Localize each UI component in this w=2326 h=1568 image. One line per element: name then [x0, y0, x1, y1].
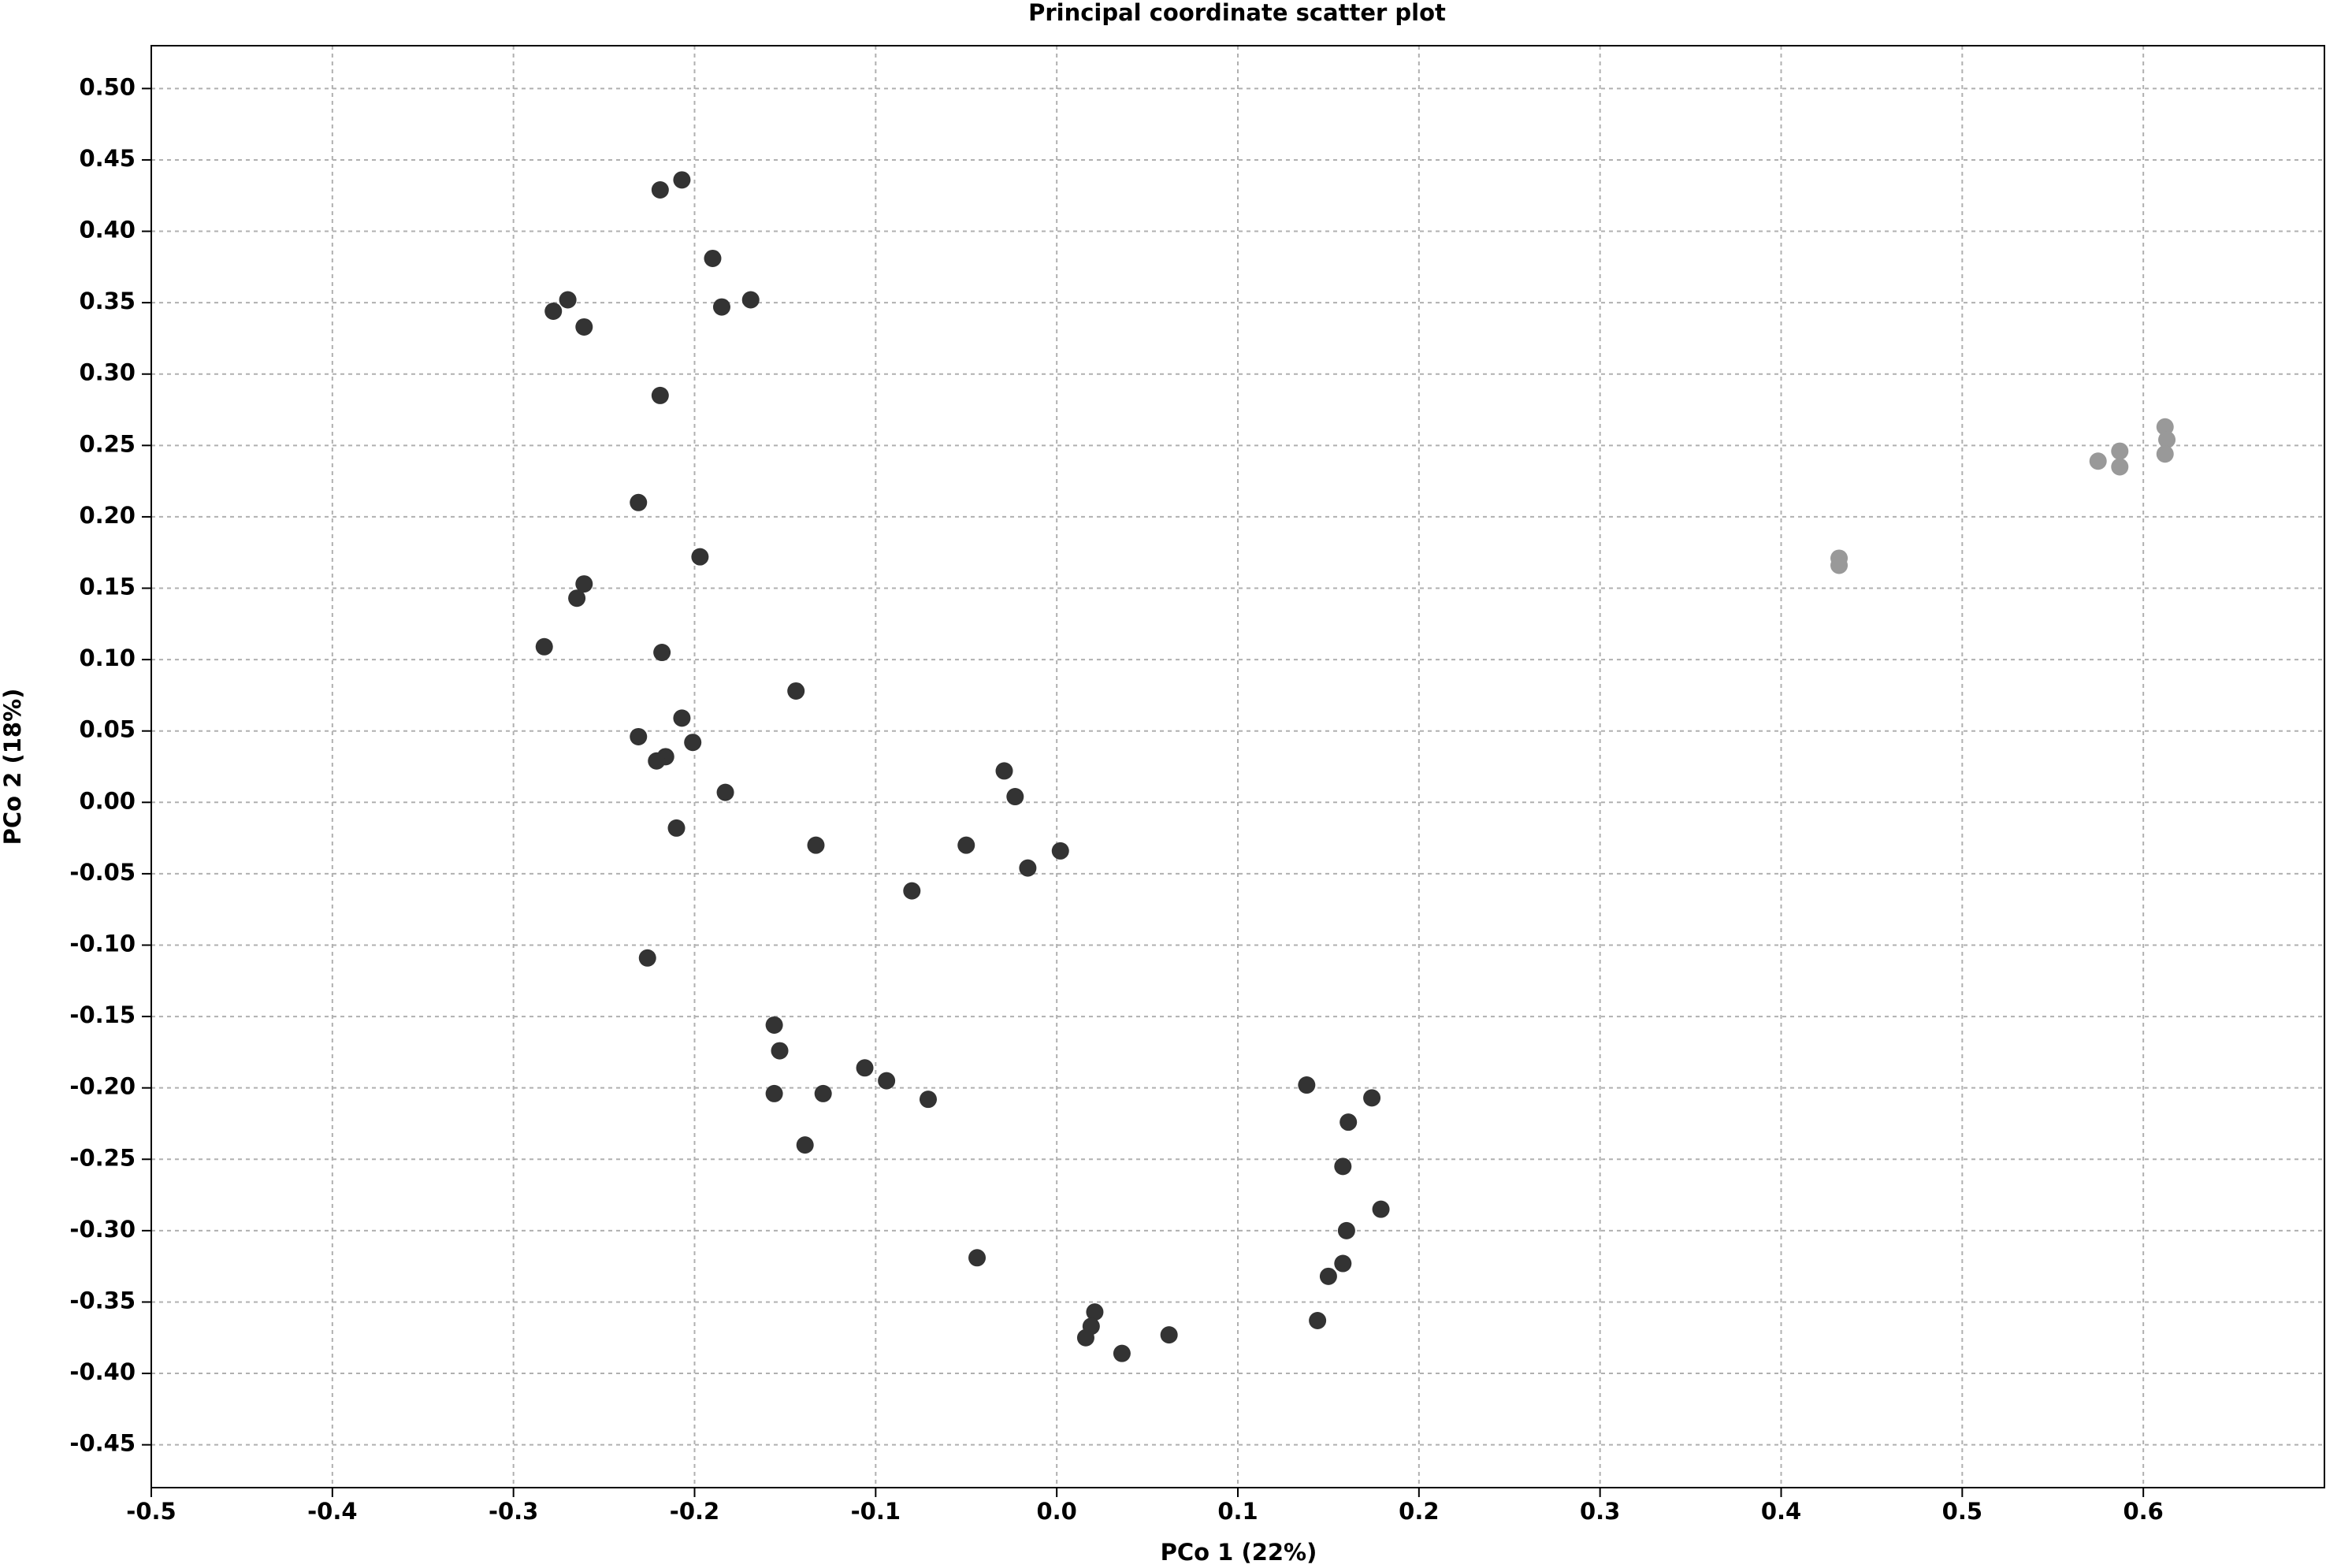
point — [1363, 1089, 1381, 1107]
point — [651, 181, 669, 199]
x-axis-label: PCo 1 (22%) — [1161, 1539, 1317, 1566]
point — [712, 298, 730, 316]
x-tick-label: 0.6 — [2123, 1498, 2163, 1525]
point — [903, 882, 921, 900]
y-tick-label: -0.45 — [69, 1430, 136, 1457]
point — [765, 1016, 783, 1034]
chart-title: Principal coordinate scatter plot — [1028, 0, 1446, 26]
point — [653, 644, 671, 662]
point — [878, 1072, 896, 1090]
point — [704, 249, 722, 267]
point — [1337, 1221, 1355, 1239]
point — [691, 548, 709, 566]
x-tick-label: -0.5 — [126, 1498, 176, 1525]
point — [684, 734, 702, 752]
y-tick-label: 0.10 — [79, 645, 136, 671]
x-tick-label: 0.2 — [1399, 1498, 1439, 1525]
y-tick-label: 0.05 — [79, 716, 136, 743]
point — [2111, 458, 2129, 476]
point — [2089, 452, 2107, 470]
y-tick-label: 0.35 — [79, 288, 136, 314]
point — [856, 1059, 874, 1077]
point — [673, 709, 691, 727]
point — [1113, 1344, 1131, 1362]
x-tick-label: 0.0 — [1036, 1498, 1076, 1525]
point — [1298, 1076, 1316, 1094]
point — [544, 303, 563, 321]
point — [2156, 445, 2174, 463]
y-tick-label: 0.50 — [79, 73, 136, 100]
point — [919, 1091, 937, 1109]
y-tick-label: 0.25 — [79, 430, 136, 457]
x-tick-label: -0.4 — [307, 1498, 357, 1525]
y-tick-label: -0.35 — [69, 1287, 136, 1313]
y-axis-label: PCo 2 (18%) — [0, 689, 26, 845]
point — [1160, 1326, 1178, 1344]
point — [741, 291, 760, 309]
point — [651, 386, 669, 404]
point — [638, 949, 656, 967]
point — [1086, 1303, 1104, 1321]
point — [2158, 431, 2176, 449]
x-tick-label: -0.3 — [489, 1498, 538, 1525]
y-tick-label: -0.40 — [69, 1358, 136, 1385]
point — [1830, 556, 1849, 574]
x-tick-label: 0.5 — [1942, 1498, 1982, 1525]
point — [1019, 859, 1037, 877]
point — [535, 637, 553, 656]
y-tick-label: -0.30 — [69, 1216, 136, 1243]
point — [1334, 1157, 1352, 1176]
point — [814, 1084, 832, 1102]
y-tick-label: 0.00 — [79, 787, 136, 814]
point — [1051, 842, 1069, 860]
y-tick-label: 0.45 — [79, 145, 136, 172]
point — [968, 1249, 987, 1267]
y-tick-label: -0.15 — [69, 1001, 136, 1028]
x-tick-label: -0.2 — [670, 1498, 719, 1525]
x-tick-label: -0.1 — [851, 1498, 901, 1525]
point — [648, 752, 666, 770]
point — [1339, 1113, 1358, 1131]
point — [559, 291, 577, 309]
y-tick-label: 0.40 — [79, 217, 136, 243]
x-tick-label: 0.1 — [1217, 1498, 1258, 1525]
point — [667, 819, 686, 837]
point — [2111, 442, 2129, 460]
plot-frame — [150, 45, 2325, 1488]
point — [765, 1084, 783, 1102]
point — [1319, 1267, 1337, 1285]
point — [630, 493, 648, 511]
point — [716, 783, 734, 801]
point — [1372, 1200, 1390, 1218]
point — [575, 318, 593, 336]
point — [957, 836, 975, 854]
point — [771, 1042, 789, 1060]
point — [995, 762, 1013, 780]
point — [807, 836, 825, 854]
point — [673, 171, 691, 189]
y-tick-label: -0.05 — [69, 859, 136, 886]
y-tick-label: -0.10 — [69, 930, 136, 957]
point — [2156, 418, 2174, 436]
point — [568, 589, 586, 608]
point — [787, 682, 805, 700]
point — [1309, 1312, 1327, 1330]
y-tick-label: -0.20 — [69, 1073, 136, 1100]
point — [630, 727, 648, 745]
y-tick-label: 0.20 — [79, 502, 136, 529]
point — [1076, 1328, 1094, 1347]
point — [1006, 788, 1024, 806]
y-tick-label: 0.30 — [79, 359, 136, 386]
x-tick-label: 0.4 — [1761, 1498, 1801, 1525]
point — [1334, 1254, 1352, 1273]
x-tick-label: 0.3 — [1580, 1498, 1620, 1525]
point — [575, 575, 593, 593]
y-tick-label: 0.15 — [79, 574, 136, 600]
point — [796, 1136, 814, 1154]
y-tick-label: -0.25 — [69, 1144, 136, 1171]
